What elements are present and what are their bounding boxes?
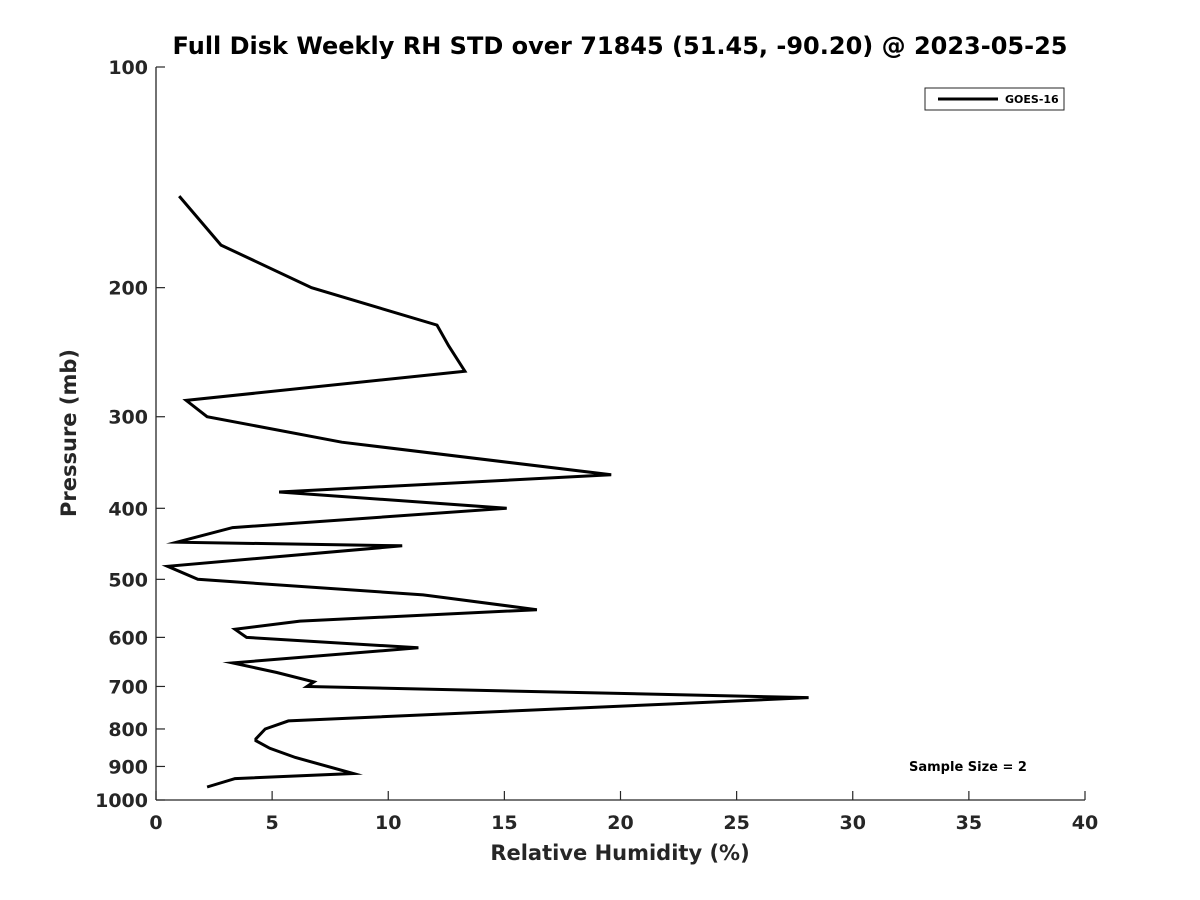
x-tick-label: 20: [607, 812, 633, 834]
x-axis-label: Relative Humidity (%): [490, 841, 749, 865]
series-layer: [161, 195, 809, 789]
y-ticks: 100 200 300 400 500 600 700 800 900 1000: [95, 57, 165, 812]
y-tick-label: 600: [108, 627, 148, 649]
x-tick-label: 0: [149, 812, 162, 834]
y-tick-label: 800: [108, 719, 148, 741]
x-tick-label: 40: [1072, 812, 1098, 834]
legend-label-goes-16: GOES-16: [1005, 93, 1059, 106]
y-tick-label: 100: [108, 57, 148, 79]
y-tick-label: 1000: [95, 790, 148, 812]
legend: GOES-16: [924, 87, 1065, 111]
y-axis-label: Pressure (mb): [57, 349, 81, 517]
y-tick-label: 500: [108, 569, 148, 591]
y-tick-label: 400: [108, 498, 148, 520]
y-tick-label: 900: [108, 756, 148, 778]
x-tick-label: 25: [723, 812, 749, 834]
y-tick-label: 200: [108, 278, 148, 300]
sample-size-annotation: Sample Size = 2: [909, 760, 1027, 775]
x-tick-label: 30: [840, 812, 866, 834]
series-line-goes-16: [161, 195, 809, 789]
x-ticks: 0 5 10 15 20 25 30 35 40: [149, 791, 1098, 834]
y-tick-label: 700: [108, 676, 148, 698]
x-tick-label: 15: [491, 812, 517, 834]
y-tick-label: 300: [108, 407, 148, 429]
x-tick-label: 10: [375, 812, 401, 834]
x-tick-label: 5: [266, 812, 279, 834]
x-tick-label: 35: [956, 812, 982, 834]
chart-title: Full Disk Weekly RH STD over 71845 (51.4…: [173, 32, 1068, 60]
